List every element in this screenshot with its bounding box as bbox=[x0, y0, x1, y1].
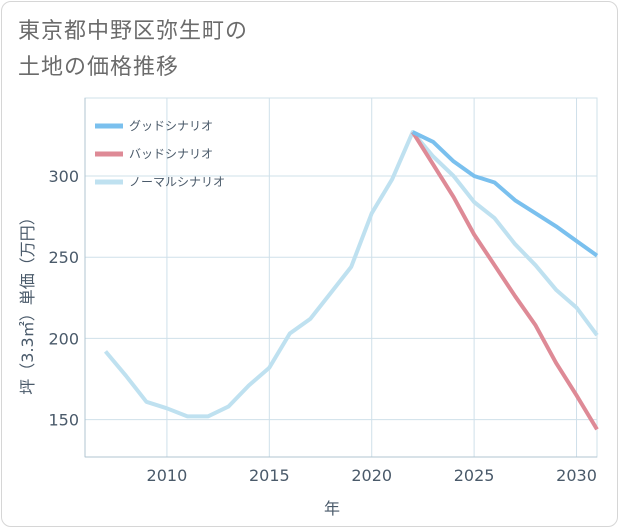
grid-lines bbox=[85, 98, 597, 457]
legend-label-good: グッドシナリオ bbox=[129, 119, 213, 133]
chart-title: 東京都中野区弥生町の 土地の価格推移 bbox=[18, 14, 348, 86]
series-line-bad bbox=[411, 131, 599, 431]
chart-title-line2: 土地の価格推移 bbox=[18, 55, 180, 80]
series-line-normal bbox=[103, 130, 599, 419]
y-tick-label-300: 300 bbox=[48, 167, 79, 186]
y-tick-label-250: 250 bbox=[48, 248, 79, 267]
tick-labels: 2010 2015 2020 2025 2030 150 200 250 300 bbox=[48, 167, 596, 485]
x-axis-label: 年 bbox=[324, 499, 340, 518]
series-lines bbox=[103, 130, 599, 431]
series-line-good bbox=[411, 130, 599, 258]
chart-title-line1: 東京都中野区弥生町の bbox=[18, 19, 249, 44]
x-tick-label-2015: 2015 bbox=[249, 466, 290, 485]
x-tick-label-2020: 2020 bbox=[351, 466, 392, 485]
y-tick-label-150: 150 bbox=[48, 411, 79, 430]
y-tick-label-200: 200 bbox=[48, 329, 79, 348]
x-tick-label-2025: 2025 bbox=[454, 466, 495, 485]
legend-label-normal: ノーマルシナリオ bbox=[129, 175, 225, 189]
y-axis-label: 坪（3.3㎡）単価（万円） bbox=[18, 209, 37, 394]
legend-label-bad: バッドシナリオ bbox=[129, 147, 213, 161]
x-tick-label-2010: 2010 bbox=[147, 466, 188, 485]
x-tick-label-2030: 2030 bbox=[556, 466, 597, 485]
axes bbox=[84, 97, 598, 458]
